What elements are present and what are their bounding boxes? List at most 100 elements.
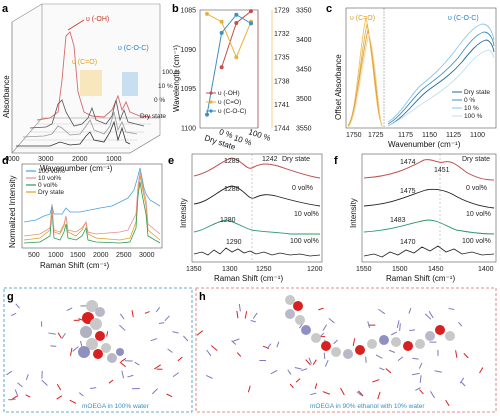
panel-d-label: d: [2, 155, 9, 167]
e-peak-1280: 1280: [220, 217, 236, 224]
solvent-molecule: [206, 349, 212, 357]
solvent-molecule: [270, 369, 278, 375]
b-right-tick: 3450: [296, 67, 312, 74]
solvent-molecule: [314, 383, 318, 389]
e-xlabel: Raman Shift (cm⁻¹): [214, 274, 283, 283]
solvent-molecule: [69, 399, 77, 404]
e-xtick-1200: 1200: [307, 266, 323, 273]
panel-h-label: h: [199, 291, 206, 303]
f-xtick-1450: 1450: [428, 266, 444, 273]
c-ylabel: Offset Absorbance: [334, 54, 343, 120]
solvent-molecule: [409, 329, 416, 332]
e-row-0vol: [193, 185, 321, 207]
b-left-tick: 1090: [180, 47, 196, 54]
a-xtick-2000: 2000: [72, 156, 88, 163]
b-legend-oh: υ (-OH): [218, 90, 240, 97]
panel-f-label: f: [334, 155, 338, 167]
b-left-tick: 1085: [180, 8, 196, 15]
solvent-molecule: [352, 338, 356, 346]
solvent-molecule: [151, 388, 158, 395]
solvent-molecule: [379, 367, 385, 371]
series-line-10pct: [29, 99, 145, 129]
f-row-100vol: [363, 245, 495, 258]
g-caption: mOEGA in 100% water: [82, 403, 150, 410]
b-point-2-2: [234, 12, 239, 17]
solvent-molecule: [155, 307, 161, 313]
a-xtick-4000: 4000: [4, 156, 20, 163]
solvent-molecule: [119, 313, 125, 320]
solvent-molecule: [418, 362, 423, 369]
solvent-molecule: [310, 392, 317, 396]
solvent-molecule: [289, 383, 294, 389]
solvent-molecule: [25, 394, 31, 398]
b-point-0-0: [219, 65, 224, 70]
solvent-molecule: [448, 307, 455, 311]
d-line-10vol: [23, 171, 161, 237]
b-series: [205, 9, 253, 117]
solvent-molecule: [287, 369, 292, 375]
solvent-molecule: [250, 320, 257, 323]
c-frame: [345, 7, 497, 129]
solvent-molecule: [153, 364, 161, 370]
solvent-molecule: [372, 379, 380, 383]
b-point-2-1: [219, 30, 224, 35]
f-ylabel: Intensity: [349, 198, 358, 228]
e-frame: [191, 153, 323, 263]
b-series-line-1: [206, 13, 252, 59]
c-xtick-1125: 1125: [446, 132, 461, 139]
solvent-molecule: [266, 343, 272, 350]
f-peak-1483: 1483: [390, 217, 406, 224]
b-legend-co: υ (C=O): [218, 99, 241, 106]
series-line-dry: [16, 120, 131, 147]
panel-a-baselines: [16, 123, 151, 149]
solvent-molecule: [399, 323, 401, 331]
f-xlabel: Raman Shift (cm⁻¹): [386, 274, 455, 283]
solvent-molecule: [356, 391, 362, 396]
d-xtick-1500: 1500: [70, 252, 86, 259]
annotation-oh: υ (-OH): [86, 16, 109, 23]
d-legend-dry: Dry state: [38, 189, 64, 196]
solvent-molecule: [390, 331, 398, 336]
c-coc-curves: [387, 23, 495, 127]
f-xtick-1500: 1500: [392, 266, 408, 273]
solvent-molecule: [57, 332, 62, 339]
co-highlight: [80, 70, 102, 96]
b-right-tick: 3500: [296, 96, 312, 103]
b-point-1-1: [219, 19, 224, 24]
solvent-molecule: [324, 360, 329, 367]
solvent-molecule: [377, 391, 381, 400]
solvent-molecule: [252, 312, 258, 319]
c-legend-0: 0 %: [464, 97, 475, 104]
solvent-molecule: [459, 377, 465, 384]
b-left-axis: 1085 1090 1095 1100: [180, 8, 196, 133]
solvent-molecule: [6, 370, 13, 376]
solvent-molecule: [415, 387, 421, 391]
solvent-molecule: [106, 331, 109, 337]
solvent-molecule: [80, 340, 83, 347]
b-point-0-1: [234, 20, 239, 25]
solvent-molecule: [419, 389, 424, 395]
d-legend-0vol: 0 vol%: [38, 182, 58, 189]
solvent-molecule: [119, 361, 126, 368]
solvent-molecule: [231, 340, 237, 345]
d-ylabel: Normalized Intensity: [8, 176, 17, 248]
c-legend-10: 10 %: [464, 105, 479, 112]
b-mid-axis: 1729 1732 1735 1738 1741 1744: [274, 8, 290, 133]
solvent-molecule: [455, 350, 458, 358]
b-legend-coc: υ (C-O-C): [218, 108, 246, 115]
panel-c: c υ (C=O) υ (C-O-C) Dry state 0 % 10 %: [326, 3, 497, 149]
solvent-molecule: [164, 315, 170, 322]
solvent-molecule: [247, 385, 251, 393]
panel-c-label: c: [326, 3, 332, 15]
solvent-molecule: [358, 390, 364, 397]
f-row-100vol-label: 100 vol%: [462, 238, 491, 245]
solvent-molecule: [333, 339, 338, 345]
coc-highlight: [122, 72, 138, 96]
c-legend-dry: Dry state: [464, 89, 490, 96]
solvent-molecule: [367, 321, 371, 328]
solvent-molecule: [430, 391, 435, 399]
d-legend: 100 vol% 10 vol% 0 vol% Dry state: [26, 168, 65, 196]
f-row-0vol-label: 0 vol%: [466, 185, 487, 192]
e-peak-1242: 1242: [262, 156, 278, 163]
